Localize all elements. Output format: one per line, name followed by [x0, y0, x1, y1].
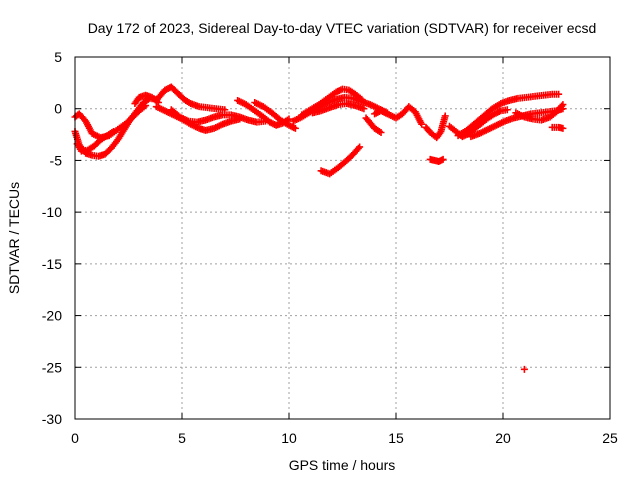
series-arc-13 — [317, 143, 364, 178]
data-point — [356, 143, 364, 151]
series-arc-16 — [422, 112, 449, 142]
series-arc-14 — [371, 103, 426, 128]
series-arc-10 — [289, 93, 391, 125]
series-outlier — [520, 365, 528, 373]
data-point — [358, 95, 366, 103]
series-arc-19 — [454, 90, 563, 140]
y-tick-label: 0 — [54, 101, 62, 117]
series-arc-17 — [426, 155, 447, 165]
data-point — [559, 101, 567, 109]
series-arc-22 — [548, 123, 567, 132]
axis-ticks: 0 5 10 15 20 25 -30 -25 -20 -15 -10 -5 0 5 — [42, 49, 618, 446]
y-tick-label: 5 — [54, 49, 62, 65]
x-tick-label: 15 — [388, 430, 404, 446]
data-point — [377, 129, 385, 137]
series-arc-11 — [298, 85, 366, 119]
x-tick-label: 25 — [602, 430, 618, 446]
y-tick-label: -25 — [42, 359, 62, 375]
chart-title: Day 172 of 2023, Sidereal Day-to-day VTE… — [88, 20, 597, 36]
y-tick-label: -5 — [50, 152, 63, 168]
series-arc-5 — [152, 83, 229, 114]
plot-frame — [74, 56, 611, 420]
data-point — [520, 365, 528, 373]
series-arc-9 — [251, 99, 299, 132]
x-tick-label: 5 — [178, 430, 186, 446]
data-point — [555, 90, 563, 98]
series-arc-12 — [309, 100, 368, 117]
data-point — [559, 124, 567, 132]
x-tick-label: 20 — [495, 430, 511, 446]
series-arc-7 — [167, 106, 269, 126]
data-point — [439, 155, 447, 163]
x-tick-label: 0 — [71, 430, 79, 446]
y-tick-label: -30 — [42, 411, 62, 427]
y-tick-label: -10 — [42, 204, 62, 220]
y-tick-label: -15 — [42, 256, 62, 272]
y-axis-label: SDTVAR / TECUs — [6, 182, 22, 294]
y-tick-label: -20 — [42, 308, 62, 324]
data-point — [291, 124, 299, 132]
data-points — [71, 83, 567, 373]
x-tick-label: 10 — [281, 430, 297, 446]
data-point — [360, 105, 368, 113]
data-point — [441, 112, 449, 120]
data-point — [285, 115, 293, 123]
data-point — [354, 144, 362, 152]
data-point — [110, 127, 118, 135]
series-arc-21 — [512, 101, 567, 124]
series-arc-3 — [73, 127, 118, 155]
data-point — [558, 102, 566, 110]
x-axis-label: GPS time / hours — [289, 457, 396, 473]
data-point — [418, 120, 426, 128]
data-point — [503, 106, 511, 114]
series-arc-15 — [362, 114, 385, 137]
